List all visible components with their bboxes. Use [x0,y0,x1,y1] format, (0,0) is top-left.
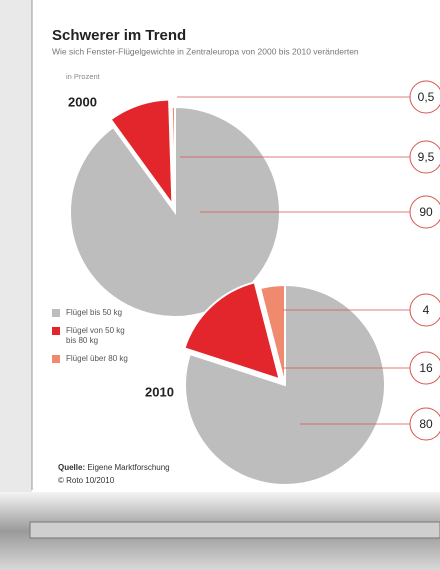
subtitle: Wie sich Fenster-Flügelgewichte in Zentr… [52,46,359,56]
value-label: 90 [419,205,433,219]
value-label: 9,5 [418,150,435,164]
label-circle [409,140,440,174]
legend-swatch [52,327,60,335]
legend-label: Flügel von 50 kg bis 80 kg [66,326,125,345]
label-circle [409,195,440,229]
title: Schwerer im Trend [52,27,186,44]
value-label: 0,5 [418,90,435,104]
legend-swatch [52,355,60,363]
hardware [29,521,440,539]
label-circle [409,293,440,327]
legend-swatch [52,309,60,317]
value-label: 80 [419,417,433,431]
legend-label: Flügel über 80 kg [66,354,128,363]
source: Quelle: Eigene Marktforschung [58,463,170,472]
value-label: 16 [419,361,433,375]
value-label: 4 [423,303,430,317]
unit: in Prozent [66,72,101,81]
margin [0,0,32,570]
legend-label: Flügel bis 50 kg [66,308,123,317]
pie-title: 2010 [145,384,174,399]
pie-title: 2000 [68,94,97,109]
pie-slice [109,98,174,208]
label-circle [409,80,440,114]
copyright: © Roto 10/2010 [58,476,115,485]
label-circle [409,407,440,441]
label-circle [409,351,440,385]
pie-slice [183,281,281,381]
